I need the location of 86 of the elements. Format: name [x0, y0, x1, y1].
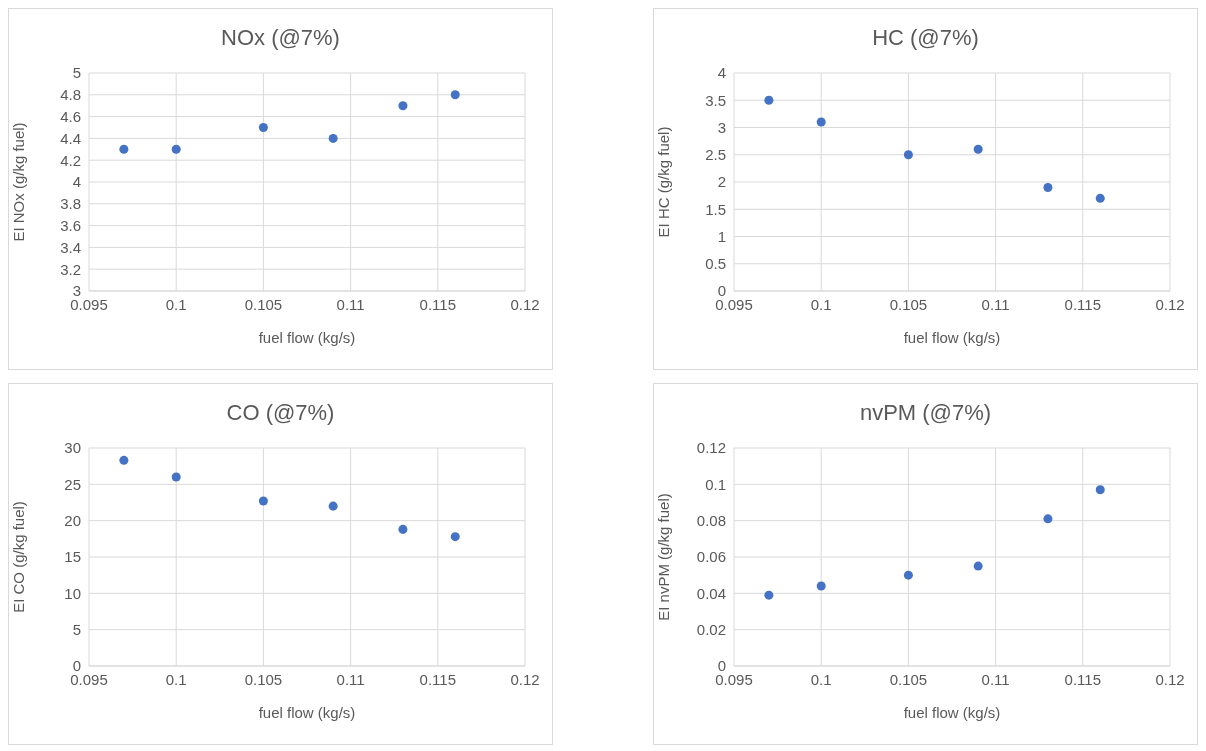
y-tick-label: 2 — [717, 173, 726, 191]
y-tick-label: 0.04 — [696, 584, 726, 602]
point — [258, 122, 268, 133]
point — [1095, 193, 1105, 203]
x-tick-label: 0.1 — [810, 295, 832, 313]
x-tick-label: 0.115 — [1064, 295, 1102, 313]
y-tick-label: 20 — [64, 511, 81, 529]
x-axis-title: fuel flow (kg/s) — [903, 704, 1001, 721]
x-tick-label: 0.1 — [165, 670, 187, 688]
x-axis-title: fuel flow (kg/s) — [903, 329, 1001, 346]
point — [764, 590, 774, 600]
y-tick-label: 15 — [64, 548, 81, 566]
y-tick-label: 4.8 — [60, 86, 81, 104]
y-tick-label: 0.02 — [696, 620, 726, 638]
chart-title: nvPM (@7%) — [858, 400, 993, 427]
point — [171, 144, 181, 154]
chart-title: HC (@7%) — [871, 25, 980, 52]
point — [171, 472, 181, 482]
point — [119, 144, 129, 154]
point — [450, 90, 460, 100]
y-tick-label: 30 — [64, 439, 81, 457]
point — [1043, 182, 1053, 192]
point — [328, 133, 338, 143]
chart-title: CO (@7%) — [225, 400, 336, 427]
y-tick-label: 4.2 — [60, 151, 81, 169]
y-tick-label: 25 — [64, 475, 81, 493]
point — [1095, 485, 1105, 495]
y-tick-label: 4 — [72, 173, 81, 191]
y-tick-label: 0.5 — [705, 255, 726, 273]
point — [816, 117, 826, 127]
x-tick-label: 0.11 — [981, 670, 1010, 688]
x-tick-label: 0.12 — [1155, 670, 1185, 688]
x-axis-title: fuel flow (kg/s) — [258, 329, 356, 346]
x-tick-label: 0.12 — [1155, 295, 1185, 313]
x-tick-label: 0.11 — [336, 295, 365, 313]
y-tick-label: 0.08 — [696, 511, 726, 529]
y-tick-label: 5 — [72, 620, 81, 638]
y-axis-title: EI nvPM (g/kg fuel) — [655, 493, 673, 621]
y-tick-label: 4.6 — [60, 107, 81, 125]
x-tick-label: 0.115 — [419, 295, 457, 313]
point — [398, 101, 408, 111]
x-tick-label: 0.105 — [889, 670, 928, 688]
x-tick-label: 0.115 — [1064, 670, 1102, 688]
point — [903, 570, 913, 580]
y-tick-label: 1 — [717, 227, 726, 245]
point — [398, 524, 408, 534]
point — [816, 581, 826, 591]
y-tick-label: 3.5 — [705, 91, 726, 109]
x-tick-label: 0.1 — [165, 295, 187, 313]
point — [973, 144, 983, 154]
point — [328, 501, 338, 511]
point — [764, 95, 774, 105]
y-tick-label: 10 — [64, 584, 81, 602]
x-tick-label: 0.11 — [336, 670, 365, 688]
y-axis-title: EI HC (g/kg fuel) — [655, 126, 673, 238]
point — [973, 561, 983, 571]
y-tick-label: 3.2 — [60, 260, 81, 278]
y-tick-label: 2.5 — [705, 146, 726, 164]
point — [119, 455, 129, 465]
y-axis-title: EI CO (g/kg fuel) — [10, 501, 28, 613]
x-tick-label: 0.115 — [419, 670, 457, 688]
point — [258, 496, 268, 506]
x-tick-label: 0.12 — [510, 295, 540, 313]
y-tick-label: 3.6 — [60, 216, 81, 234]
point — [1043, 514, 1053, 524]
y-tick-label: 3.8 — [60, 195, 81, 213]
point — [450, 532, 460, 542]
x-tick-label: 0.105 — [244, 295, 283, 313]
y-tick-label: 3 — [717, 118, 726, 136]
y-tick-label: 0.1 — [705, 475, 726, 493]
x-tick-label: 0.1 — [810, 670, 832, 688]
x-axis-title: fuel flow (kg/s) — [258, 704, 356, 721]
chart-title: NOx (@7%) — [220, 25, 341, 52]
x-tick-label: 0.105 — [889, 295, 928, 313]
y-tick-label: 3.4 — [60, 238, 81, 256]
y-tick-label: 4 — [717, 64, 726, 82]
y-axis-title: EI NOx (g/kg fuel) — [10, 122, 28, 242]
y-tick-label: 0.12 — [696, 439, 726, 457]
x-tick-label: 0.105 — [244, 670, 283, 688]
y-tick-label: 1.5 — [705, 200, 726, 218]
y-tick-label: 0.06 — [696, 548, 726, 566]
x-tick-label: 0.12 — [510, 670, 540, 688]
x-tick-label: 0.11 — [981, 295, 1010, 313]
y-tick-label: 4.4 — [60, 129, 81, 147]
y-tick-label: 5 — [72, 64, 81, 82]
point — [903, 150, 913, 160]
